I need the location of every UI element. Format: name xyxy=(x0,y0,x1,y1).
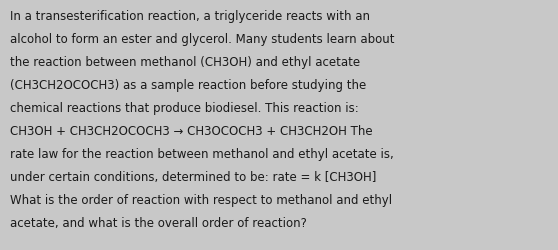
Text: rate law for the reaction between methanol and ethyl acetate is,: rate law for the reaction between methan… xyxy=(10,148,394,160)
Text: under certain conditions, determined to be: rate = k [CH3OH]: under certain conditions, determined to … xyxy=(10,170,377,183)
Text: In a transesterification reaction, a triglyceride reacts with an: In a transesterification reaction, a tri… xyxy=(10,10,370,23)
Text: (CH3CH2OCOCH3) as a sample reaction before studying the: (CH3CH2OCOCH3) as a sample reaction befo… xyxy=(10,79,366,92)
Text: CH3OH + CH3CH2OCOCH3 → CH3OCOCH3 + CH3CH2OH The: CH3OH + CH3CH2OCOCH3 → CH3OCOCH3 + CH3CH… xyxy=(10,124,373,138)
Text: the reaction between methanol (CH3OH) and ethyl acetate: the reaction between methanol (CH3OH) an… xyxy=(10,56,360,69)
Text: chemical reactions that produce biodiesel. This reaction is:: chemical reactions that produce biodiese… xyxy=(10,102,359,114)
Text: acetate, and what is the overall order of reaction?: acetate, and what is the overall order o… xyxy=(10,216,307,229)
Text: alcohol to form an ester and glycerol. Many students learn about: alcohol to form an ester and glycerol. M… xyxy=(10,33,395,46)
Text: What is the order of reaction with respect to methanol and ethyl: What is the order of reaction with respe… xyxy=(10,193,392,206)
